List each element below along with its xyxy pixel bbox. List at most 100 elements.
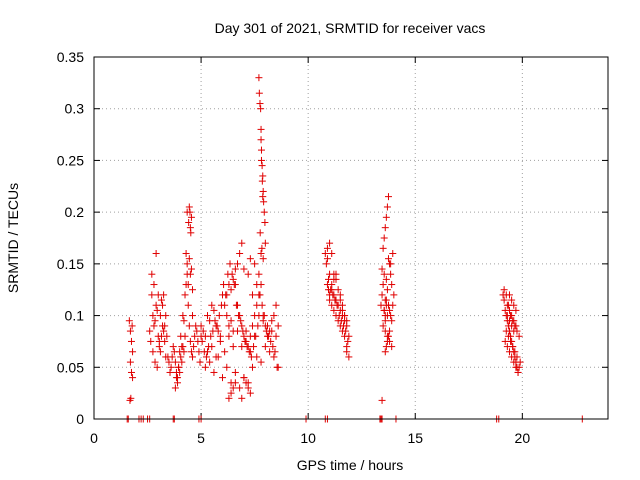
data-point: [231, 379, 239, 387]
data-point: [334, 317, 342, 325]
data-point: [514, 368, 522, 376]
data-point: [255, 312, 263, 320]
data-point: [215, 312, 223, 320]
data-point: [253, 353, 261, 361]
data-point: [212, 353, 220, 361]
data-point: [197, 322, 205, 330]
data-point: [390, 291, 398, 299]
data-point: [345, 353, 353, 361]
data-point: [332, 312, 340, 320]
data-point: [272, 332, 280, 340]
data-point: [383, 203, 391, 211]
data-point: [221, 348, 229, 356]
data-point: [386, 327, 394, 335]
data-point: [381, 317, 389, 325]
data-point: [240, 374, 248, 382]
data-point: [180, 348, 188, 356]
data-point: [380, 306, 388, 314]
data-point: [265, 332, 273, 340]
data-point: [336, 291, 344, 299]
data-point: [236, 250, 244, 258]
data-point: [383, 337, 391, 345]
data-point: [257, 125, 265, 133]
data-point: [251, 332, 259, 340]
data-point: [126, 358, 134, 366]
data-point: [204, 312, 212, 320]
data-point: [179, 312, 187, 320]
data-point: [261, 239, 269, 247]
x-tick-label: 5: [197, 430, 205, 446]
data-point: [238, 239, 246, 247]
data-point: [207, 332, 215, 340]
data-point: [152, 250, 160, 258]
data-point: [201, 363, 209, 371]
data-point: [147, 337, 155, 345]
data-point: [190, 343, 198, 351]
data-point: [210, 306, 218, 314]
data-point: [204, 348, 212, 356]
data-point: [505, 291, 513, 299]
data-point: [209, 327, 217, 335]
data-point: [149, 348, 157, 356]
data-point: [246, 255, 254, 263]
data-point: [508, 296, 516, 304]
data-point: [382, 343, 390, 351]
data-point: [246, 389, 254, 397]
data-point: [246, 348, 254, 356]
data-point: [260, 198, 268, 206]
data-point: [321, 250, 329, 258]
data-point: [516, 358, 524, 366]
data-point: [219, 374, 226, 382]
data-point: [251, 260, 259, 268]
y-tick-label: 0.35: [57, 49, 84, 65]
data-point: [163, 332, 171, 340]
data-point: [242, 379, 250, 387]
data-point: [232, 301, 240, 309]
data-point: [258, 301, 266, 309]
data-point: [272, 301, 280, 309]
data-point: [254, 322, 262, 330]
data-point: [229, 343, 237, 351]
data-point: [189, 286, 197, 294]
data-point: [175, 363, 183, 371]
data-point: [165, 358, 173, 366]
data-point: [227, 286, 235, 294]
data-point: [187, 265, 195, 273]
data-point: [128, 322, 136, 330]
data-point: [223, 363, 231, 371]
x-tick-label: 0: [90, 430, 98, 446]
data-point: [259, 255, 267, 263]
data-point: [225, 332, 233, 340]
data-point: [181, 291, 189, 299]
data-point: [171, 358, 179, 366]
data-point: [259, 317, 267, 325]
data-point: [240, 265, 248, 273]
data-point: [328, 286, 336, 294]
data-point: [228, 270, 236, 278]
data-point: [233, 327, 241, 335]
data-point: [326, 239, 334, 247]
data-point: [151, 317, 159, 325]
data-point: [150, 322, 158, 330]
x-tick-label: 10: [300, 430, 316, 446]
data-point: [208, 301, 216, 309]
data-point: [258, 244, 266, 252]
data-point: [193, 327, 201, 335]
data-point: [510, 301, 518, 309]
data-point: [330, 275, 338, 283]
data-point: [179, 343, 187, 351]
data-point: [146, 327, 154, 335]
data-point: [255, 89, 263, 97]
data-point: [233, 260, 241, 268]
data-point: [386, 260, 394, 268]
data-point: [199, 327, 207, 335]
data-point: [184, 281, 192, 289]
data-point: [512, 306, 520, 314]
data-point: [322, 260, 330, 268]
data-point: [187, 229, 195, 237]
data-point: [191, 332, 199, 340]
data-point: [206, 358, 214, 366]
data-point: [503, 301, 511, 309]
data-point: [217, 301, 225, 309]
